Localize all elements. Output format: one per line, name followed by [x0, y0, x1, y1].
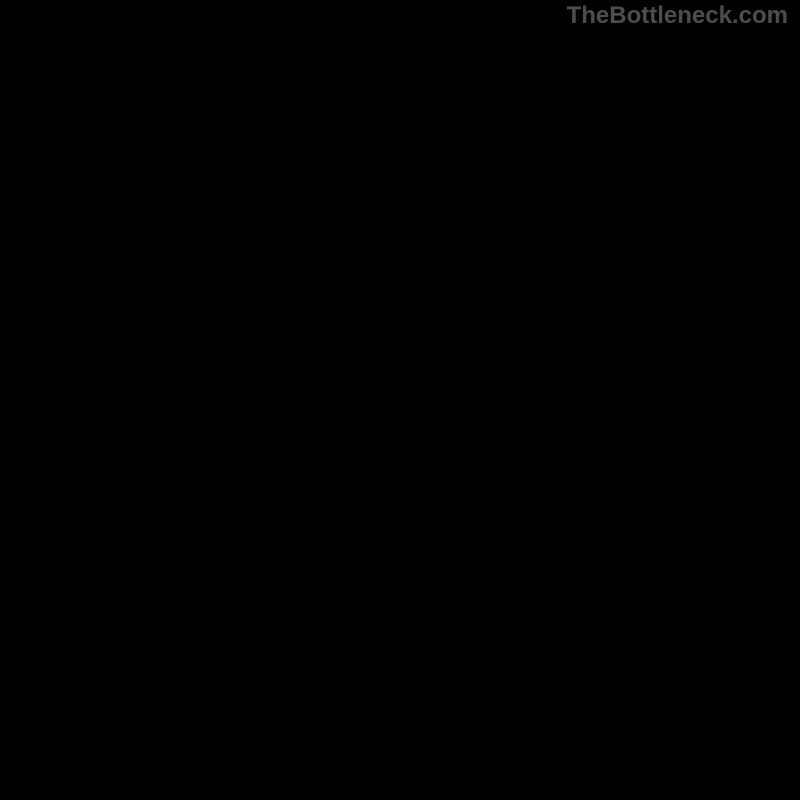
chart-frame: [0, 0, 800, 800]
watermark-label: TheBottleneck.com: [567, 2, 788, 30]
